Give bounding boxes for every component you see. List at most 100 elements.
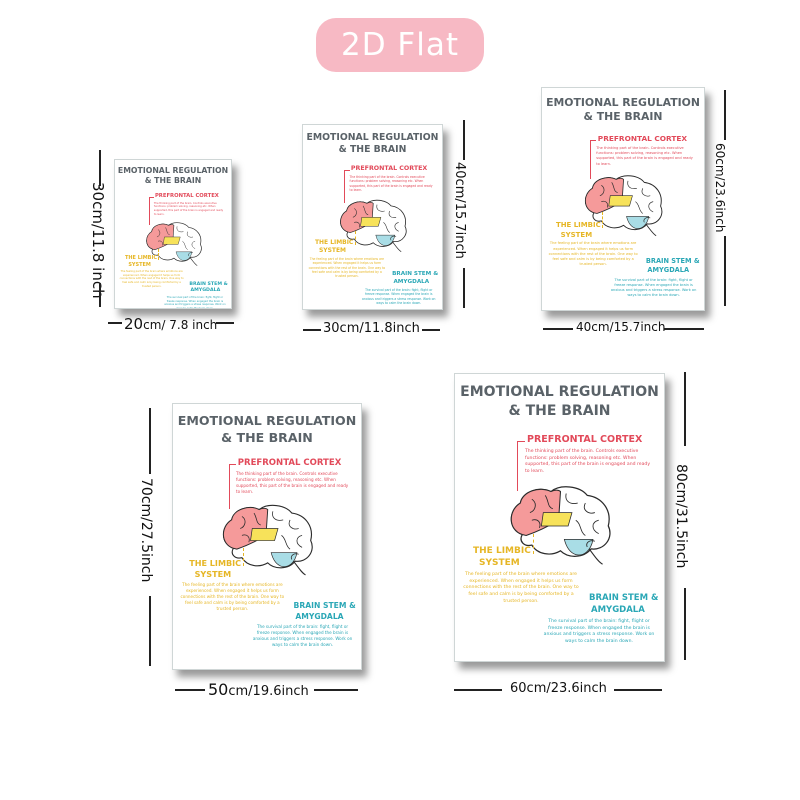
width-bar-20x30-r	[216, 322, 234, 324]
prefrontal-label: PREFRONTAL CORTEX	[154, 193, 219, 200]
limbic-label-line2: SYSTEM	[479, 558, 520, 568]
brain-illustration	[340, 199, 407, 252]
poster-20x30: EMOTIONAL REGULATION & THE BRAIN PREFRONTA…	[114, 159, 232, 309]
prefrontal-pointer-v	[344, 169, 346, 203]
limbic-label-line1: THE LIMBIC	[124, 255, 157, 262]
poster-title-line1: EMOTIONAL REGULATION	[546, 95, 700, 109]
brain-illustration	[510, 486, 611, 565]
poster-title-line1: EMOTIONAL REGULATION	[460, 384, 659, 400]
limbic-pointer	[533, 534, 534, 554]
width-label-30x40: 30cm/11.8inch	[323, 321, 420, 336]
height-bar-40x60	[724, 90, 726, 140]
poster-title-line2: & THE BRAIN	[221, 430, 313, 446]
prefrontal-pointer-v	[517, 441, 518, 491]
brainstem-description: The survival part of the brain: fight, f…	[164, 295, 226, 309]
poster-title-line2: & THE BRAIN	[508, 403, 611, 419]
limbic-label-line2: SYSTEM	[128, 262, 151, 269]
flat-2d-badge: 2D Flat	[316, 18, 484, 72]
brainstem-label-line2: AMYGDALA	[591, 605, 645, 615]
height-label-50x70: 70cm/27.5inch	[138, 478, 154, 583]
brainstem-label-line2: AMYGDALA	[295, 611, 344, 621]
limbic-label-line2: SYSTEM	[194, 568, 232, 579]
poster-title-line2: & THE BRAIN	[583, 110, 663, 124]
limbic-description: The feeling part of the brain where emot…	[463, 572, 579, 604]
prefrontal-description: The thinking part of the brain. Controls…	[153, 201, 224, 216]
height-label-30x40: 40cm/15.7inch	[452, 162, 467, 259]
width-bar-50x70-l	[175, 689, 205, 691]
width-bar-50x70-r	[314, 689, 358, 691]
prefrontal-label: PREFRONTAL CORTEX	[527, 434, 643, 445]
width-bar-20x30-l	[108, 322, 122, 324]
prefrontal-pointer	[590, 139, 597, 141]
limbic-description: The feeling part of the brain where emot…	[180, 582, 285, 612]
limbic-pointer	[158, 248, 160, 260]
width-label-20x30: 20cm/ 7.8 inch	[124, 315, 218, 333]
poster-50x70: EMOTIONAL REGULATION & THE BRAIN PREFRONTA…	[172, 403, 362, 670]
limbic-label-line1: THE LIMBIC	[314, 239, 354, 247]
poster-title-line1: EMOTIONAL REGULATION	[306, 131, 439, 143]
height-bar-30x40-b	[463, 268, 465, 308]
poster-title-line2: & THE BRAIN	[144, 176, 202, 186]
width-label-50x70: 50cm/19.6inch	[208, 680, 309, 699]
width-bar-30x40-l	[303, 329, 321, 331]
height-bar-60x80	[684, 372, 686, 446]
brainstem-label-line2: AMYGDALA	[393, 278, 430, 285]
prefrontal-pointer	[149, 197, 154, 199]
prefrontal-description: The thinking part of the brain. Controls…	[349, 174, 433, 193]
width-bar-60x80-l	[454, 689, 502, 691]
height-label-40x60: 60cm/23.6inch	[713, 143, 727, 233]
prefrontal-pointer-v	[228, 464, 230, 510]
limbic-pointer	[602, 212, 604, 228]
width-label-60x80: 60cm/23.6inch	[510, 681, 607, 696]
prefrontal-label: PREFRONTAL CORTEX	[237, 457, 342, 468]
prefrontal-pointer-v	[149, 197, 151, 225]
brainstem-label-line1: BRAIN STEM &	[293, 600, 356, 610]
height-bar-20x30-b	[99, 283, 101, 307]
brain-illustration	[145, 222, 202, 266]
brainstem-label-line2: AMYGDALA	[647, 266, 690, 275]
width-label-40x60: 40cm/15.7inch	[576, 320, 666, 334]
limbic-pointer	[243, 547, 245, 566]
prefrontal-description: The thinking part of the brain. Controls…	[235, 471, 349, 495]
width-bar-40x60-l	[543, 328, 573, 330]
brainstem-description: The survival part of the brain: fight, f…	[362, 287, 436, 306]
height-bar-20x30	[99, 150, 101, 186]
brainstem-label-line1: BRAIN STEM &	[589, 593, 659, 603]
brainstem-description: The survival part of the brain: fight, f…	[543, 619, 655, 644]
height-bar-40x60-b	[724, 236, 726, 306]
height-label-60x80: 80cm/31.5inch	[673, 464, 689, 569]
prefrontal-description: The thinking part of the brain. Controls…	[525, 449, 651, 474]
poster-title-line1: EMOTIONAL REGULATION	[177, 412, 357, 428]
width-bar-40x60-r	[664, 328, 704, 330]
limbic-label-line1: THE LIMBIC	[473, 546, 531, 556]
brain-illustration	[585, 175, 663, 236]
limbic-label-line1: THE LIMBIC	[555, 221, 601, 230]
limbic-description: The feeling part of the brain where emot…	[308, 256, 386, 279]
height-label-20x30: 30cm/11.8 inch	[89, 182, 107, 299]
poster-40x60: EMOTIONAL REGULATION & THE BRAIN PREFRONTA…	[541, 87, 705, 311]
poster-60x80: EMOTIONAL REGULATION & THE BRAIN PREFRONTA…	[454, 373, 665, 662]
limbic-description: The feeling part of the brain where emot…	[548, 241, 638, 267]
limbic-label-line2: SYSTEM	[318, 247, 346, 255]
prefrontal-pointer	[517, 441, 525, 442]
brainstem-description: The survival part of the brain: fight, f…	[252, 624, 353, 648]
limbic-description: The feeling part of the brain where emot…	[119, 269, 184, 288]
brain-illustration	[223, 504, 313, 576]
poster-title-line1: EMOTIONAL REGULATION	[117, 165, 229, 175]
height-bar-50x70-b	[149, 596, 151, 666]
limbic-label-line1: THE LIMBIC	[189, 557, 242, 568]
prefrontal-pointer	[228, 464, 236, 466]
prefrontal-description: The thinking part of the brain. Controls…	[596, 146, 693, 166]
brainstem-label-line1: BRAIN STEM &	[645, 256, 700, 265]
width-bar-60x80-r	[614, 689, 662, 691]
height-bar-60x80-b	[684, 588, 686, 660]
height-bar-50x70	[149, 408, 151, 474]
limbic-label-line2: SYSTEM	[560, 230, 593, 239]
poster-30x40: EMOTIONAL REGULATION & THE BRAIN PREFRONTA…	[302, 124, 443, 310]
height-bar-30x40	[463, 120, 465, 160]
prefrontal-label: PREFRONTAL CORTEX	[597, 133, 688, 143]
prefrontal-label: PREFRONTAL CORTEX	[350, 164, 428, 172]
brainstem-label-line1: BRAIN STEM &	[189, 281, 228, 287]
prefrontal-pointer	[344, 169, 350, 171]
poster-title-line2: & THE BRAIN	[338, 144, 407, 156]
